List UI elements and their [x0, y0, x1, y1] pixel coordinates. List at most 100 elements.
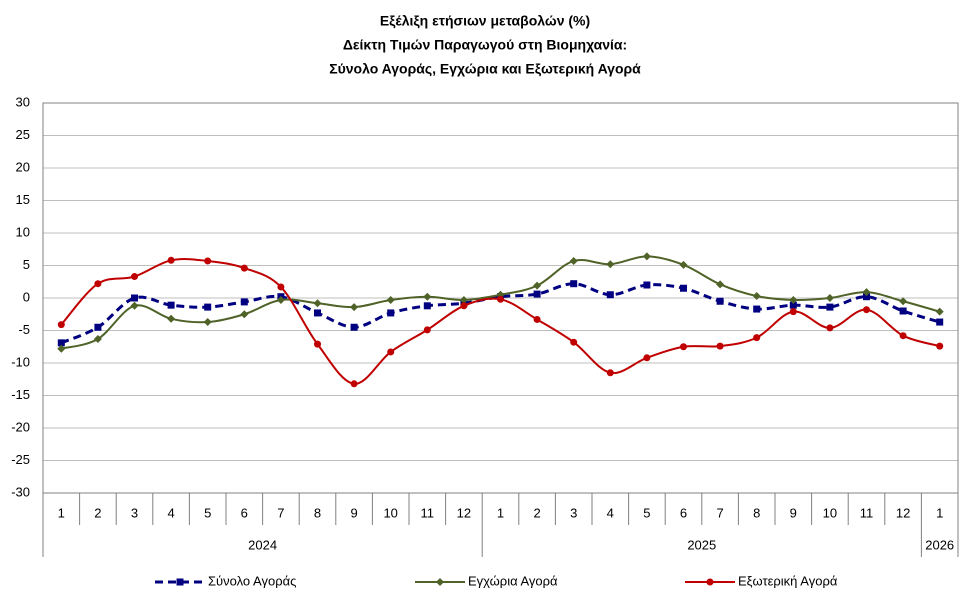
marker — [533, 281, 542, 290]
x-tick-label: 11 — [860, 505, 874, 520]
y-tick-label: 5 — [23, 257, 30, 272]
marker — [94, 280, 102, 288]
marker — [570, 338, 578, 346]
x-tick-label: 12 — [896, 505, 910, 520]
marker — [680, 284, 687, 292]
marker — [899, 297, 908, 306]
marker — [240, 310, 249, 319]
marker — [350, 303, 359, 312]
x-tick-label: 11 — [421, 505, 435, 520]
chart-title: Δείκτη Τιμών Παραγωγού στη Βιομηχανία: — [343, 37, 627, 53]
marker — [203, 318, 212, 327]
y-tick-label: 0 — [23, 289, 30, 304]
marker — [680, 343, 687, 351]
x-tick-label: 3 — [131, 505, 138, 520]
marker — [935, 307, 944, 316]
marker — [863, 293, 870, 301]
marker — [204, 303, 212, 311]
y-tick-label: -30 — [11, 484, 30, 499]
x-tick-label: 10 — [823, 505, 837, 520]
year-label: 2026 — [925, 537, 954, 552]
marker — [826, 324, 834, 332]
y-tick-label: 10 — [16, 224, 30, 239]
marker — [753, 305, 761, 313]
marker — [862, 288, 871, 297]
marker — [240, 298, 248, 306]
marker — [606, 291, 614, 299]
chart-title: Εξέλιξη ετήσιων μεταβολών (%) — [380, 13, 590, 29]
marker — [642, 252, 651, 261]
marker — [94, 323, 102, 331]
x-tick-label: 4 — [607, 505, 614, 520]
plot-border — [42, 102, 959, 494]
marker — [240, 264, 248, 272]
marker — [130, 301, 139, 310]
marker — [606, 260, 615, 269]
marker — [313, 299, 322, 308]
marker — [277, 283, 285, 291]
marker — [176, 578, 184, 586]
x-tick-label: 8 — [314, 505, 321, 520]
marker — [899, 307, 907, 315]
x-tick-label: 1 — [497, 505, 504, 520]
year-label: 2025 — [687, 537, 716, 552]
x-tick-label: 5 — [204, 505, 211, 520]
marker — [423, 302, 431, 310]
marker — [57, 344, 66, 353]
marker — [606, 369, 614, 377]
marker — [314, 309, 321, 317]
y-tick-label: -5 — [18, 322, 30, 337]
marker — [863, 306, 870, 314]
y-tick-label: 30 — [16, 94, 30, 109]
x-tick-label: 7 — [277, 505, 284, 520]
marker — [497, 295, 504, 303]
x-tick-label: 10 — [383, 505, 397, 520]
y-tick-label: 25 — [16, 127, 30, 142]
marker — [423, 292, 432, 301]
legend-label: Εγχώρια Αγορά — [468, 573, 558, 588]
x-tick-label: 1 — [936, 505, 943, 520]
y-tick-label: -15 — [11, 387, 30, 402]
marker — [789, 308, 797, 316]
marker — [899, 332, 907, 340]
y-tick-label: 15 — [16, 192, 30, 207]
x-tick-label: 12 — [457, 505, 471, 520]
marker — [276, 295, 285, 304]
marker — [423, 326, 431, 334]
marker — [387, 309, 395, 317]
marker — [57, 321, 65, 329]
marker — [314, 340, 321, 348]
y-tick-label: -10 — [11, 354, 30, 369]
x-tick-label: 7 — [716, 505, 723, 520]
x-tick-label: 5 — [643, 505, 650, 520]
marker — [569, 256, 578, 265]
y-tick-label: 20 — [16, 159, 30, 174]
marker — [643, 354, 651, 362]
legend-label: Εξωτερική Αγορά — [738, 573, 838, 588]
marker — [826, 303, 834, 311]
x-tick-label: 9 — [350, 505, 357, 520]
marker — [93, 334, 102, 343]
marker — [204, 257, 212, 265]
marker — [706, 578, 714, 586]
marker — [679, 260, 688, 269]
marker — [350, 323, 358, 331]
marker — [789, 301, 797, 309]
x-tick-label: 2 — [533, 505, 540, 520]
marker — [533, 290, 541, 298]
marker — [716, 342, 724, 350]
marker — [716, 297, 724, 305]
x-tick-label: 6 — [680, 505, 687, 520]
marker — [436, 578, 444, 586]
y-tick-label: -20 — [11, 419, 30, 434]
marker — [57, 339, 65, 347]
marker — [131, 294, 138, 302]
year-label: 2024 — [248, 537, 277, 552]
chart-title: Σύνολο Αγοράς, Εγχώρια και Εξωτερική Αγο… — [329, 61, 641, 77]
marker — [570, 280, 578, 288]
marker — [643, 281, 651, 289]
marker — [533, 315, 541, 323]
marker — [752, 292, 761, 301]
